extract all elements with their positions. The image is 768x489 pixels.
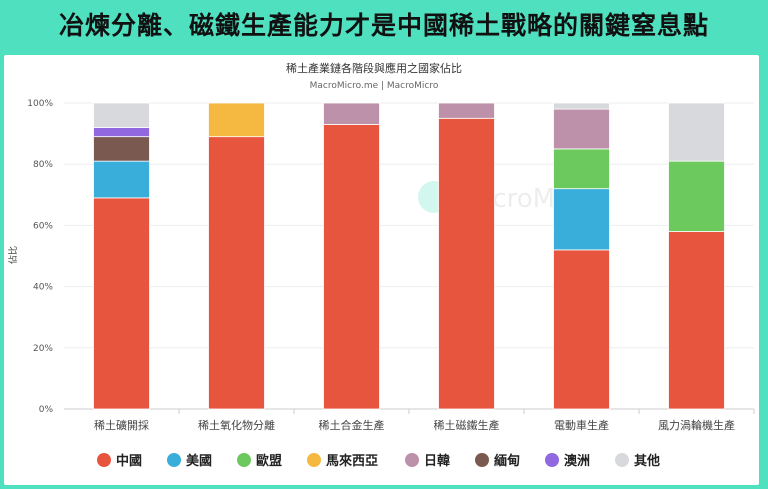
- legend-label[interactable]: 美國: [186, 453, 212, 469]
- legend-label[interactable]: 日韓: [424, 453, 450, 469]
- legend-label[interactable]: 中國: [116, 453, 142, 469]
- bar-segment[interactable]: [93, 102, 150, 128]
- bar-segment[interactable]: [438, 117, 495, 410]
- legend-label[interactable]: 澳洲: [564, 453, 590, 469]
- bar-segment[interactable]: [553, 102, 610, 110]
- bar-segment[interactable]: [438, 102, 495, 119]
- bar-segment[interactable]: [93, 197, 150, 410]
- legend-marker[interactable]: [615, 453, 629, 467]
- bar-segment[interactable]: [208, 102, 265, 138]
- y-tick-label: 40%: [33, 283, 53, 293]
- y-tick-label: 0%: [39, 405, 54, 415]
- bar-segment[interactable]: [323, 102, 380, 125]
- x-tick-label: 電動車生產: [554, 418, 609, 432]
- bar-segment[interactable]: [323, 124, 380, 410]
- bar-segment[interactable]: [208, 136, 265, 410]
- legend-label[interactable]: 歐盟: [256, 453, 282, 469]
- legend-marker[interactable]: [405, 453, 419, 467]
- legend-marker[interactable]: [475, 453, 489, 467]
- bar-segment[interactable]: [668, 160, 725, 232]
- legend-label[interactable]: 其他: [634, 453, 660, 469]
- bar-segment[interactable]: [668, 102, 725, 162]
- bar-segment[interactable]: [668, 231, 725, 410]
- bar-segment[interactable]: [553, 108, 610, 150]
- x-tick-label: 稀土合金生產: [319, 418, 385, 432]
- bar-segment[interactable]: [553, 249, 610, 410]
- legend-marker[interactable]: [237, 453, 251, 467]
- chart-card: 稀土產業鏈各階段與應用之國家佔比 MacroMicro.me | MacroMi…: [4, 55, 759, 485]
- bar-segment[interactable]: [93, 127, 150, 138]
- stacked-bar-chart: 稀土產業鏈各階段與應用之國家佔比 MacroMicro.me | MacroMi…: [7, 61, 755, 469]
- y-tick-label: 80%: [33, 160, 53, 170]
- legend-label[interactable]: 緬甸: [494, 453, 520, 469]
- chart-title: 稀土產業鏈各階段與應用之國家佔比: [286, 61, 462, 75]
- legend-marker[interactable]: [545, 453, 559, 467]
- bar-segment[interactable]: [93, 136, 150, 162]
- legend-marker[interactable]: [97, 453, 111, 467]
- y-tick-label: 20%: [33, 344, 53, 354]
- y-axis-label: 佔比: [7, 246, 19, 264]
- x-tick-label: 風力渦輪機生產: [658, 418, 735, 432]
- legend-label[interactable]: 馬來西亞: [326, 453, 378, 469]
- bar-segment[interactable]: [553, 148, 610, 190]
- y-tick-label: 60%: [33, 221, 53, 231]
- chart-subtitle: MacroMicro.me | MacroMicro: [310, 81, 439, 91]
- bar-segment[interactable]: [93, 160, 150, 199]
- x-tick-label: 稀土磁鐵生產: [434, 418, 500, 432]
- x-tick-label: 稀土氧化物分離: [198, 418, 275, 432]
- y-tick-label: 100%: [27, 99, 53, 109]
- headline: 冶煉分離、磁鐵生產能力才是中國稀土戰略的關鍵窒息點: [58, 11, 709, 40]
- x-tick-label: 稀土礦開採: [94, 418, 149, 432]
- legend-marker[interactable]: [307, 453, 321, 467]
- legend-marker[interactable]: [167, 453, 181, 467]
- bar-segment[interactable]: [553, 188, 610, 251]
